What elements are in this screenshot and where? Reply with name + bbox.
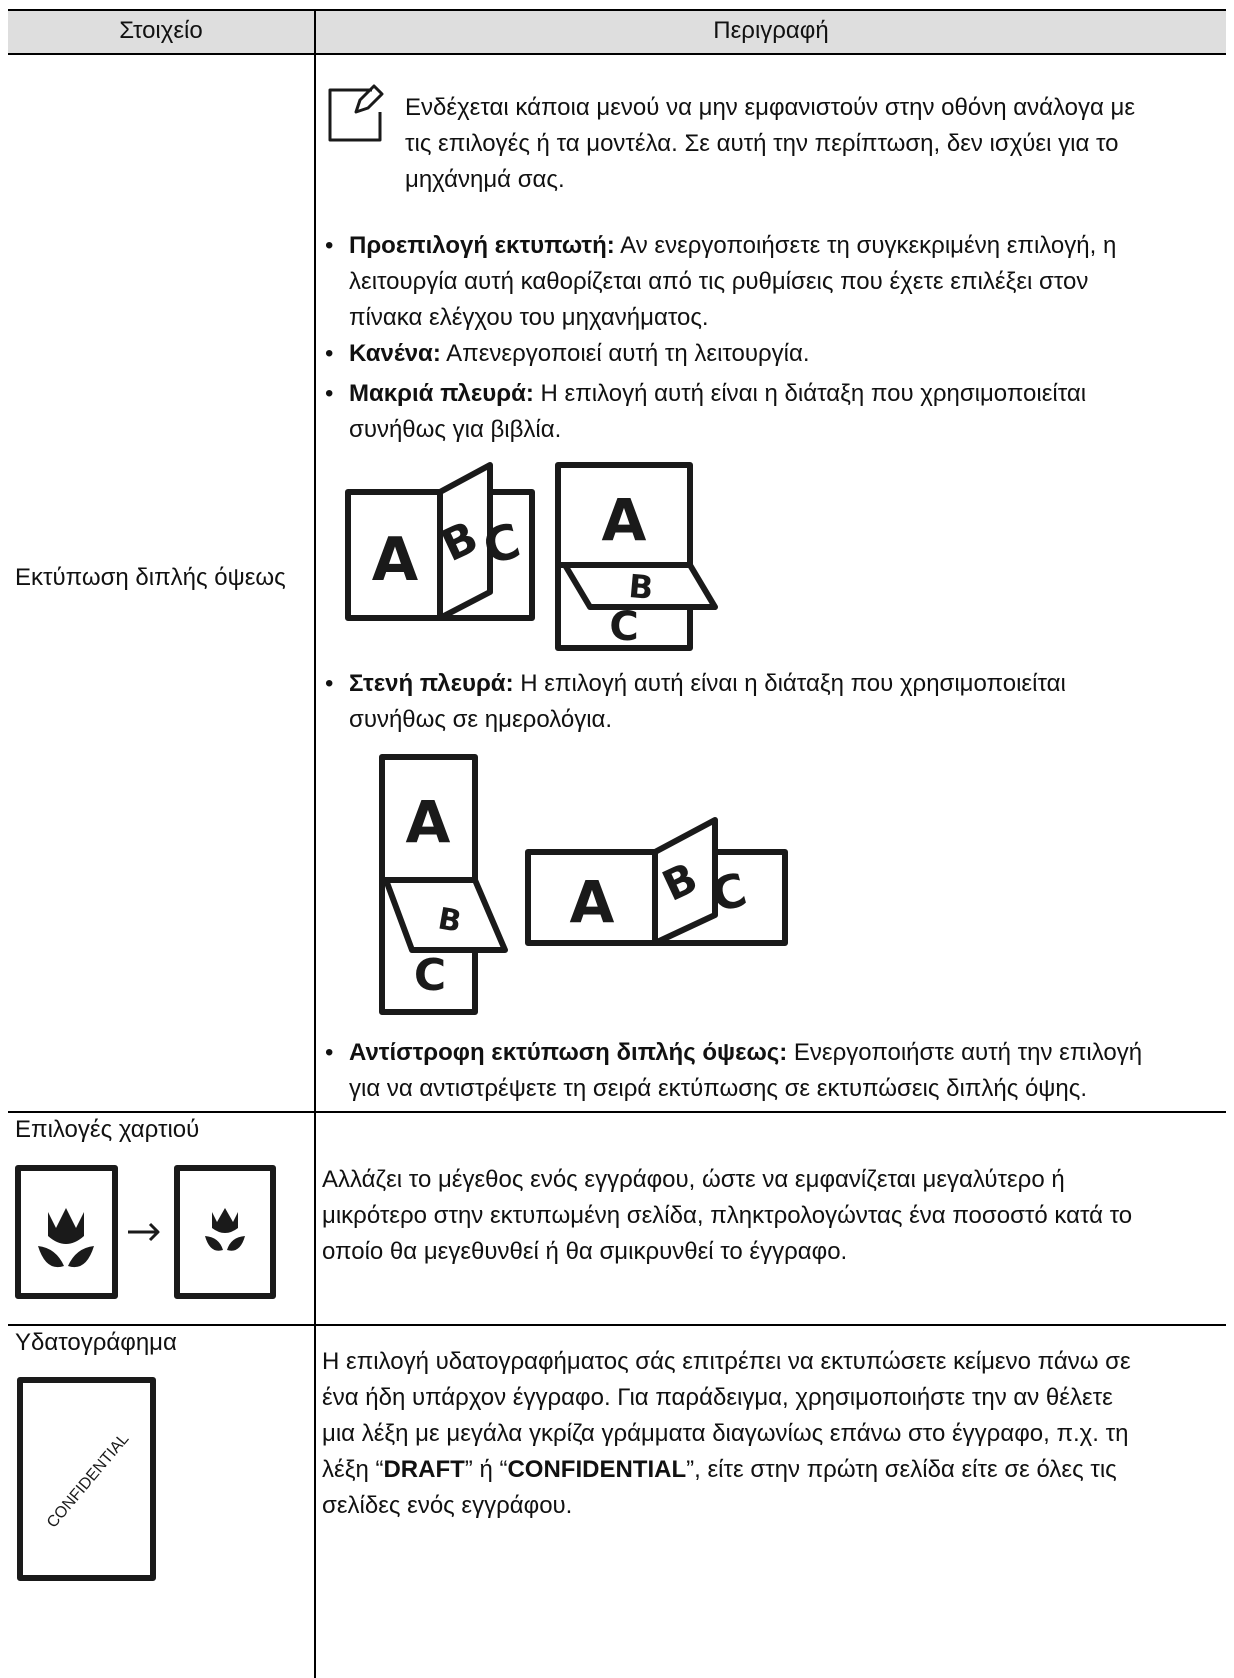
bullet-term: Στενή πλευρά:	[349, 670, 514, 697]
bullet-term: Αντίστροφη εκτύπωση διπλής όψεως:	[349, 1039, 788, 1066]
text: Η επιλογή υδατογραφήματος σάς επιτρέπει …	[322, 1348, 1131, 1483]
bullet-text: Η επιλογή αυτή είναι η διάταξη που χρησι…	[349, 670, 1066, 733]
illustration-letter: C	[609, 604, 638, 650]
header-cell: Περιγραφή	[713, 17, 829, 44]
bullet-text: Αν ενεργοποιήσετε τη συγκεκριμένη επιλογ…	[349, 232, 1117, 331]
watermark-text: CONFIDENTIAL	[44, 1430, 133, 1531]
bullet: Προεπιλογή εκτυπωτή: Αν ενεργοποιήσετε τ…	[325, 228, 1149, 336]
column-divider	[314, 10, 316, 1678]
rule	[8, 1324, 1226, 1326]
text: ”, είτε στην πρώτη σελίδα είτε σε όλες τ…	[322, 1456, 1117, 1519]
paper-icon	[15, 1165, 276, 1299]
rule	[8, 53, 1226, 55]
illustration-letter: A	[406, 788, 451, 856]
illustration-letter: A	[602, 486, 647, 554]
bullet: Στενή πλευρά: Η επιλογή αυτή είναι η διά…	[325, 666, 1149, 738]
header-bg	[8, 10, 1226, 54]
illustration-letter: C	[414, 950, 446, 1001]
bullet-text: Απενεργοποιεί αυτή τη λειτουργία.	[440, 340, 810, 367]
rule	[8, 1111, 1226, 1113]
illustration-letter: A	[570, 868, 615, 936]
illustration-letter: A	[372, 525, 419, 595]
illustration-letter: B	[627, 567, 655, 607]
item-label: Εκτύπωση διπλής όψεως	[15, 564, 286, 591]
bullet: Αντίστροφη εκτύπωση διπλής όψεως: Ενεργο…	[325, 1035, 1149, 1107]
description: Αλλάζει το μέγεθος ενός εγγράφου, ώστε ν…	[322, 1166, 1133, 1265]
bullet: Κανένα: Απενεργοποιεί αυτή τη λειτουργία…	[325, 336, 1149, 372]
bullet-term: Μακριά πλευρά:	[349, 380, 534, 407]
bullet: Μακριά πλευρά: Η επιλογή αυτή είναι η δι…	[325, 376, 1149, 448]
header-cell: Στοιχείο	[119, 17, 203, 44]
bullet-text: Η επιλογή αυτή είναι η διάταξη που χρησι…	[349, 380, 1087, 443]
note-text: Ενδέχεται κάποια μενού να μην εμφανιστού…	[405, 94, 1136, 193]
bullet-term: Κανένα:	[349, 340, 441, 367]
long-edge-figure	[345, 462, 718, 651]
text: DRAFT	[383, 1456, 465, 1483]
watermark-icon	[17, 1377, 156, 1581]
short-edge-figure	[379, 754, 788, 1015]
item-label: Υδατογράφημα	[15, 1329, 177, 1356]
rule	[8, 9, 1226, 11]
bullet-term: Προεπιλογή εκτυπωτή:	[349, 232, 615, 259]
item-label: Επιλογές χαρτιού	[15, 1116, 200, 1143]
text: CONFIDENTIAL	[507, 1456, 687, 1483]
text: ” ή “	[464, 1456, 508, 1483]
description: Η επιλογή υδατογραφήματος σάς επιτρέπει …	[322, 1344, 1142, 1524]
bullet-text: Ενεργοποιήστε αυτή την επιλογή για να αν…	[349, 1039, 1143, 1102]
note-icon	[328, 84, 384, 142]
